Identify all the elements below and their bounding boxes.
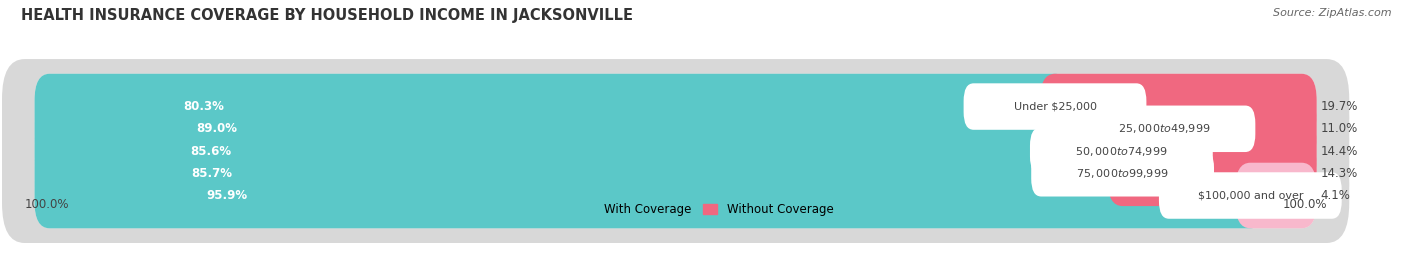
FancyBboxPatch shape: [1031, 150, 1213, 197]
FancyBboxPatch shape: [1, 126, 1350, 221]
Text: HEALTH INSURANCE COVERAGE BY HOUSEHOLD INCOME IN JACKSONVILLE: HEALTH INSURANCE COVERAGE BY HOUSEHOLD I…: [21, 8, 633, 23]
Text: 4.1%: 4.1%: [1320, 189, 1350, 202]
FancyBboxPatch shape: [1108, 140, 1316, 206]
FancyBboxPatch shape: [35, 163, 1316, 228]
FancyBboxPatch shape: [1040, 74, 1316, 139]
FancyBboxPatch shape: [1236, 163, 1316, 228]
FancyBboxPatch shape: [1, 104, 1350, 199]
FancyBboxPatch shape: [1031, 128, 1213, 174]
Text: $100,000 and over: $100,000 and over: [1198, 190, 1303, 200]
Text: 100.0%: 100.0%: [1282, 198, 1327, 211]
FancyBboxPatch shape: [35, 118, 1136, 184]
Text: 100.0%: 100.0%: [24, 198, 69, 211]
FancyBboxPatch shape: [35, 96, 1316, 162]
Text: 19.7%: 19.7%: [1320, 100, 1358, 113]
FancyBboxPatch shape: [35, 74, 1316, 139]
Text: $50,000 to $74,999: $50,000 to $74,999: [1076, 144, 1167, 158]
Text: 14.3%: 14.3%: [1320, 167, 1358, 180]
Text: 85.6%: 85.6%: [191, 144, 232, 158]
Legend: With Coverage, Without Coverage: With Coverage, Without Coverage: [575, 199, 838, 221]
Text: 85.7%: 85.7%: [191, 167, 232, 180]
FancyBboxPatch shape: [1, 59, 1350, 154]
FancyBboxPatch shape: [1, 148, 1350, 243]
FancyBboxPatch shape: [35, 96, 1180, 162]
Text: $75,000 to $99,999: $75,000 to $99,999: [1077, 167, 1168, 180]
FancyBboxPatch shape: [35, 74, 1070, 139]
FancyBboxPatch shape: [1107, 118, 1316, 184]
Text: 11.0%: 11.0%: [1320, 122, 1358, 135]
FancyBboxPatch shape: [1149, 96, 1316, 162]
FancyBboxPatch shape: [35, 118, 1316, 184]
Text: 14.4%: 14.4%: [1320, 144, 1358, 158]
FancyBboxPatch shape: [35, 163, 1265, 228]
FancyBboxPatch shape: [35, 140, 1316, 206]
Text: 80.3%: 80.3%: [183, 100, 224, 113]
Text: $25,000 to $49,999: $25,000 to $49,999: [1118, 122, 1211, 135]
FancyBboxPatch shape: [1159, 172, 1341, 219]
Text: 89.0%: 89.0%: [195, 122, 236, 135]
Text: 95.9%: 95.9%: [207, 189, 247, 202]
FancyBboxPatch shape: [35, 140, 1137, 206]
Text: Under $25,000: Under $25,000: [1014, 102, 1097, 112]
Text: Source: ZipAtlas.com: Source: ZipAtlas.com: [1274, 8, 1392, 18]
FancyBboxPatch shape: [1, 81, 1350, 176]
FancyBboxPatch shape: [963, 83, 1146, 130]
FancyBboxPatch shape: [1073, 105, 1256, 152]
